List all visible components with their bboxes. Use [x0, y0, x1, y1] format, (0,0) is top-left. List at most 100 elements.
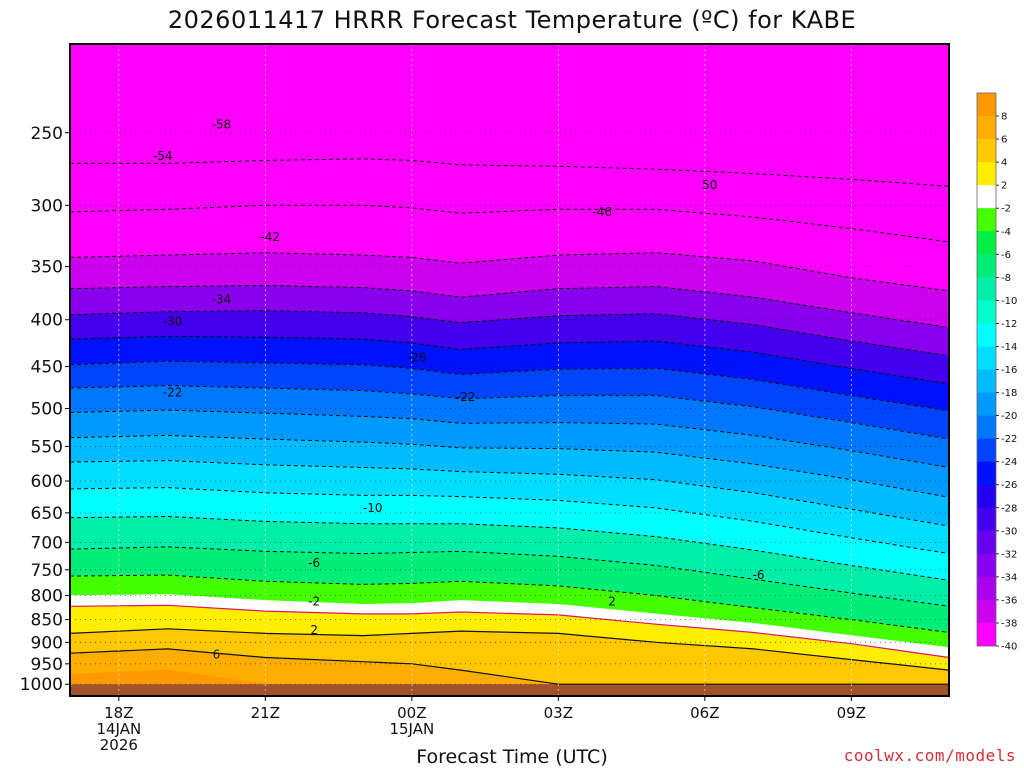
x-tick-label: 14JAN — [96, 720, 141, 738]
colorbar-label: -26 — [1001, 480, 1017, 491]
contour-label: -46 — [592, 205, 612, 219]
colorbar-label: -22 — [1001, 434, 1017, 445]
solid-contour-line — [70, 648, 949, 685]
contour-label: -2 — [308, 594, 320, 608]
colorbar-label: -40 — [1001, 642, 1017, 653]
colorbar-label: -38 — [1001, 618, 1017, 629]
contour-label: 2 — [608, 594, 616, 608]
colorbar-swatch — [977, 346, 996, 370]
colorbar-swatch — [977, 622, 996, 647]
colorbar-label: -18 — [1001, 388, 1017, 399]
colorbar-label: 4 — [1001, 158, 1007, 169]
contour-label: -30 — [163, 315, 183, 329]
colorbar-label: -28 — [1001, 503, 1017, 514]
contour-label: -26 — [407, 351, 427, 365]
colorbar-swatch — [977, 507, 996, 532]
dashed-contour-line — [70, 515, 949, 581]
dashed-contour-line — [70, 574, 949, 633]
plot-frame — [69, 43, 950, 697]
dashed-contour-line — [70, 204, 949, 243]
colorbar-swatch — [977, 162, 996, 186]
x-tick-label: 00Z — [397, 704, 426, 722]
contour-label: 50 — [702, 178, 717, 192]
x-tick-label: 21Z — [251, 704, 280, 722]
colorbar-label: -6 — [1001, 250, 1011, 261]
y-tick-label: 450 — [31, 358, 63, 378]
colorbar-swatch — [977, 415, 996, 439]
y-tick-label: 800 — [31, 586, 63, 606]
colorbar-swatch — [977, 300, 996, 324]
colorbar-swatch — [977, 576, 996, 601]
colorbar-label: -20 — [1001, 411, 1017, 422]
source-credit: coolwx.com/models — [843, 746, 1016, 765]
y-tick-label: 300 — [31, 196, 63, 216]
colorbar-swatch — [977, 369, 996, 393]
colorbar-legend: 8 6 4 2 -2 -4 -6 -8 -10 -12 -14 -16 -18 -20 -22 -24 -26 -… — [976, 92, 1017, 653]
contour-label: -34 — [212, 292, 232, 306]
colorbar-label: -32 — [1001, 549, 1017, 560]
dashed-contour-line — [70, 360, 949, 412]
contour-label: -58 — [212, 118, 232, 132]
colorbar-swatch — [977, 392, 996, 416]
dashed-contour-line — [70, 409, 949, 468]
dashed-contour-line — [70, 487, 949, 555]
colorbar-label: -36 — [1001, 595, 1017, 606]
y-axis-ticks: 2503003504004505005506006507007508008509… — [20, 124, 70, 695]
contour-label: -22 — [456, 390, 476, 404]
colorbar-swatch — [977, 208, 996, 232]
dashed-contour-line — [70, 546, 949, 607]
colorbar-label: -2 — [1001, 204, 1011, 215]
ground-fill — [70, 684, 949, 696]
chart-title: 2026011417 HRRR Forecast Temperature (ºC… — [167, 6, 857, 34]
y-tick-label: 550 — [31, 437, 63, 457]
colorbar-swatch — [977, 553, 996, 578]
y-tick-label: 400 — [31, 311, 63, 331]
colorbar-label: -8 — [1001, 273, 1011, 284]
y-tick-label: 900 — [31, 633, 63, 653]
colorbar-swatch — [977, 277, 996, 301]
contour-label: -6 — [753, 568, 765, 582]
colorbar-label: -30 — [1001, 526, 1017, 537]
dashed-contour-line — [70, 158, 949, 187]
contour-label: -42 — [260, 230, 280, 244]
x-tick-label: 06Z — [690, 704, 719, 722]
colorbar-swatch — [977, 323, 996, 347]
colorbar-swatch — [977, 599, 996, 624]
colorbar-label: -12 — [1001, 319, 1017, 330]
colorbar-swatch — [977, 530, 996, 555]
y-tick-label: 850 — [31, 611, 63, 631]
temperature-contours — [70, 158, 949, 685]
x-tick-label: 18Z — [104, 704, 133, 722]
x-axis-label: Forecast Time (UTC) — [416, 746, 608, 768]
temperature-bands — [70, 44, 949, 696]
colorbar-label: -16 — [1001, 365, 1017, 376]
dashed-contour-line — [70, 434, 949, 498]
x-tick-label: 2026 — [100, 736, 138, 754]
y-tick-label: 700 — [31, 533, 63, 553]
grid-lines — [70, 44, 949, 696]
colorbar-swatch — [977, 139, 996, 163]
colorbar-swatch — [977, 461, 996, 486]
dashed-contour-line — [70, 385, 949, 440]
colorbar-label: -24 — [1001, 457, 1017, 468]
y-tick-label: 1000 — [20, 675, 63, 695]
y-tick-label: 250 — [31, 124, 63, 144]
contour-label: -54 — [153, 149, 173, 163]
x-tick-label: 09Z — [837, 704, 866, 722]
colorbar-label: 2 — [1001, 181, 1007, 192]
dashed-contour-line — [70, 310, 949, 357]
colorbar-label: -14 — [1001, 342, 1017, 353]
colorbar-label: -10 — [1001, 296, 1017, 307]
colorbar-swatch — [977, 93, 996, 117]
y-tick-label: 500 — [31, 400, 63, 420]
colorbar-swatch — [977, 116, 996, 140]
contour-label: 6 — [213, 648, 221, 662]
colorbar-label: 8 — [1001, 112, 1007, 123]
contour-label: -6 — [308, 556, 320, 570]
colorbar-swatch — [977, 438, 996, 462]
y-tick-label: 350 — [31, 258, 63, 278]
y-tick-label: 950 — [31, 655, 63, 675]
contour-label: -22 — [163, 385, 183, 399]
